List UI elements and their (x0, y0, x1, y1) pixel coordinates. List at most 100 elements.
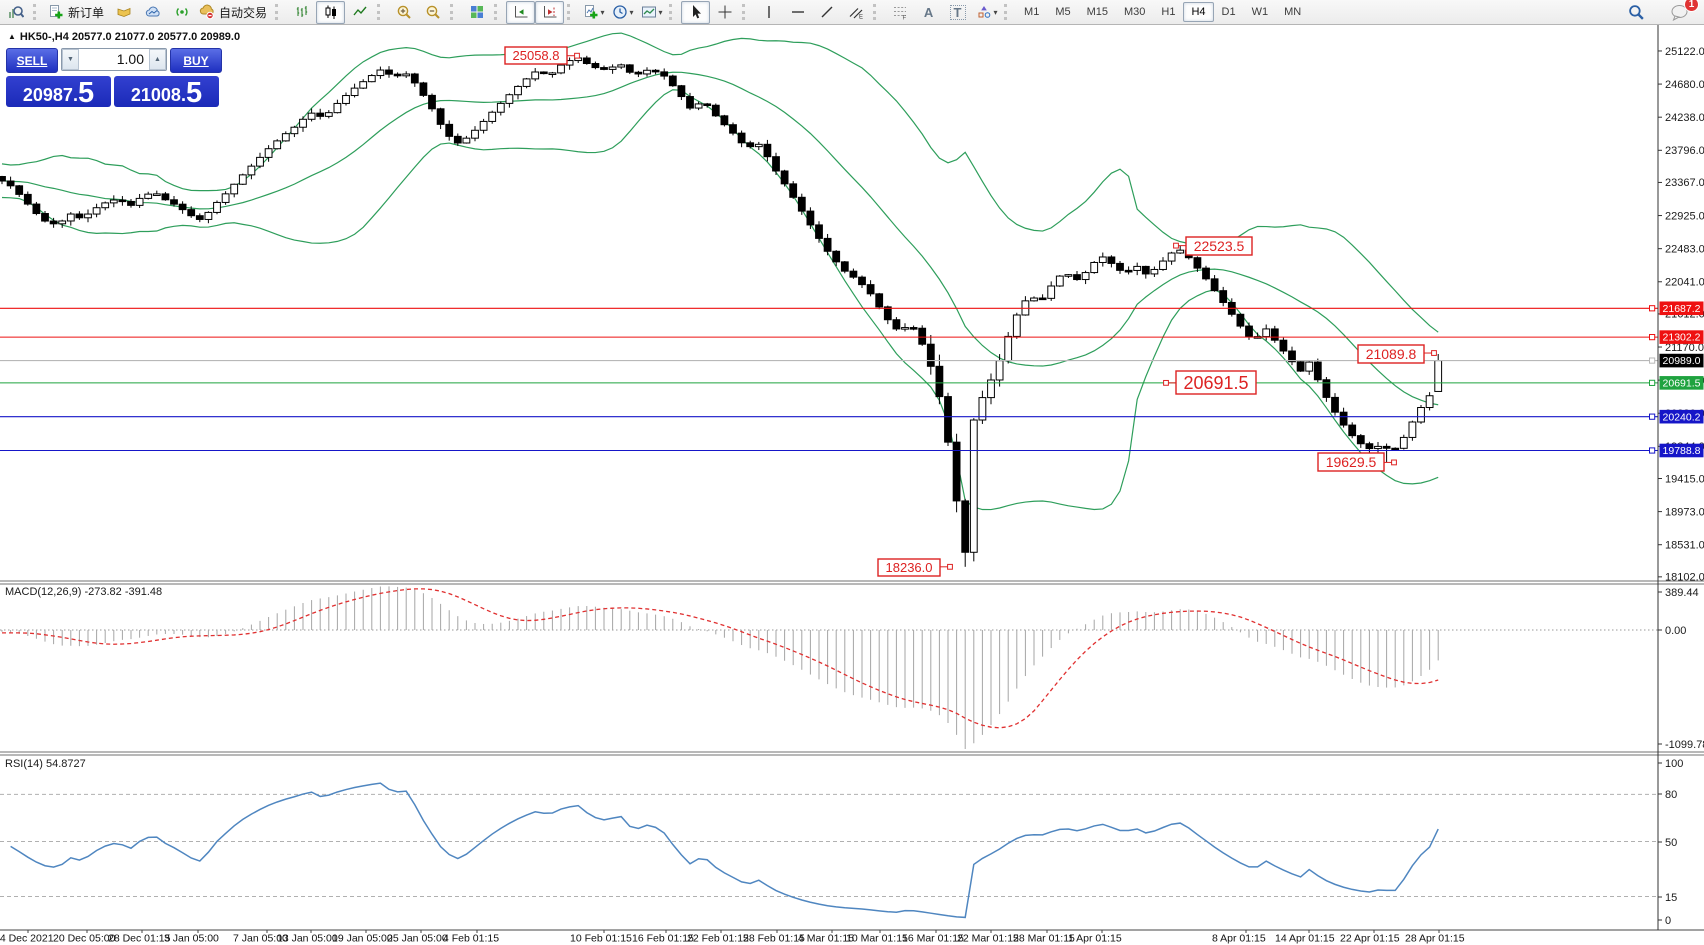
x-axis-time-label: 19 Jan 05:00 (332, 933, 393, 945)
zoom-out-button[interactable] (418, 1, 447, 24)
level-anchor-square[interactable] (1649, 305, 1656, 312)
price-callout-22523.5[interactable]: 22523.5 (1173, 236, 1253, 256)
price-callout-21089.8[interactable]: 21089.8 (1357, 344, 1437, 364)
price-callout-25058.8[interactable]: 25058.8 (504, 46, 580, 65)
sell-button[interactable]: SELL (6, 48, 58, 73)
chart-preview-button[interactable] (1, 1, 30, 24)
channel-tool-button[interactable]: E (841, 1, 870, 24)
charts-cloud-button[interactable] (138, 1, 167, 24)
x-axis-time-label: 4 Feb 01:15 (443, 933, 499, 945)
macd-pane[interactable] (0, 586, 1658, 749)
price-callout-20691.5[interactable]: 20691.5 (1163, 370, 1257, 395)
bull-candle (531, 71, 540, 80)
text-label-tool-button[interactable]: T (943, 1, 972, 24)
bear-candle (875, 293, 884, 308)
sell-price-display[interactable]: 20987. 5 (6, 76, 111, 109)
crosshair-tool-button[interactable] (710, 1, 739, 24)
journal-button[interactable] (109, 1, 138, 24)
bull-candle (92, 207, 101, 215)
cursor-tool-button[interactable] (681, 0, 711, 24)
level-anchor-square[interactable] (1649, 447, 1656, 454)
periods-button[interactable]: ▾ (608, 1, 637, 24)
timeframe-button-m1[interactable]: M1 (1024, 6, 1040, 18)
main-price-pane[interactable]: 25058.8 22523.5 21089.8 20691.5 19629.5 18236… (0, 32, 1658, 577)
horizontal-line-tool-button[interactable] (783, 1, 812, 24)
volume-decrease-button[interactable]: ▼ (62, 49, 79, 70)
buy-price-display[interactable]: 21008. 5 (114, 76, 219, 108)
new-order-button[interactable]: 新订单 (45, 1, 109, 24)
bear-candle (1202, 267, 1210, 280)
notifications-button[interactable]: 1 (1665, 0, 1699, 24)
shapes-tool-button[interactable]: ▾ (972, 1, 1001, 24)
timeframe-button-m5[interactable]: M5 (1055, 6, 1071, 18)
rsi-pane[interactable] (0, 782, 1658, 919)
volume-input[interactable]: 1.00 (116, 51, 144, 67)
line-chart-type-button[interactable] (345, 1, 374, 24)
new-order-icon (50, 5, 63, 19)
bear-candle (32, 203, 41, 215)
timeframe-button-m30[interactable]: M30 (1124, 6, 1146, 18)
fibonacci-tool-button[interactable]: F (885, 1, 914, 24)
level-anchor-square[interactable] (1649, 357, 1656, 364)
sell-price-main: 20987. (22, 85, 78, 105)
rsi-axis-label: 50 (1665, 837, 1677, 849)
trendline-tool-button[interactable] (812, 1, 841, 24)
svg-text:22523.5: 22523.5 (1194, 238, 1245, 254)
price-callout-19629.5[interactable]: 19629.5 (1317, 452, 1397, 472)
bull-candle (1176, 249, 1185, 254)
timeframe-button-d1[interactable]: D1 (1221, 6, 1236, 18)
price-callout-18236.0[interactable]: 18236.0 (877, 558, 953, 577)
bear-candle (660, 71, 669, 77)
x-axis-time-label: 28 Apr 01:15 (1405, 933, 1465, 945)
search-button[interactable] (1622, 1, 1651, 24)
vertical-line-tool-button[interactable] (754, 1, 783, 24)
svg-text:19629.5: 19629.5 (1326, 454, 1377, 470)
timeframe-button-h1[interactable]: H1 (1161, 6, 1176, 18)
bear-candle (634, 71, 643, 75)
toolbar: 新订单 自动交易 (0, 0, 1704, 25)
text-tool-button[interactable]: A (914, 1, 943, 24)
bear-candle (118, 199, 127, 203)
level-anchor-square[interactable] (1649, 413, 1656, 420)
x-axis-time-label: 14 Apr 01:15 (1275, 933, 1335, 945)
volume-increase-button[interactable]: ▲ (149, 49, 166, 70)
sell-price-big-digit: 5 (77, 77, 95, 109)
bull-candle (1064, 274, 1073, 277)
bull-candle (204, 211, 213, 220)
collapse-icon[interactable]: ▲ (8, 32, 16, 41)
chart-shift-button[interactable] (535, 0, 565, 24)
bear-candle (686, 96, 694, 109)
bear-candle (780, 170, 789, 185)
auto-scroll-button[interactable] (506, 0, 536, 24)
bull-candle (987, 379, 995, 399)
bull-candle (342, 95, 350, 104)
bull-candle (307, 112, 316, 120)
bear-candle (15, 185, 24, 195)
bull-candle (135, 197, 144, 206)
bar-chart-type-button[interactable] (287, 1, 316, 24)
y-axis-tick-label: 23796.0 (1665, 145, 1704, 157)
autotrading-button[interactable]: 自动交易 (196, 1, 272, 24)
level-anchor-square[interactable] (1649, 379, 1656, 386)
timeframe-button-w1[interactable]: W1 (1251, 6, 1269, 18)
timeframe-button-h4[interactable]: H4 (1183, 2, 1214, 22)
bull-candle (1004, 335, 1013, 362)
insert-indicator-button[interactable]: ▾ (579, 1, 608, 24)
zoom-in-button[interactable] (389, 1, 418, 24)
bear-candle (1365, 443, 1374, 450)
tile-windows-button[interactable] (462, 1, 491, 24)
y-axis-tick-label: 18973.0 (1665, 506, 1704, 518)
candlestick-type-button[interactable] (316, 0, 346, 24)
bear-candle (445, 123, 454, 137)
bull-candle (58, 220, 67, 225)
level-anchor-square[interactable] (1649, 334, 1656, 341)
templates-button[interactable]: ▾ (637, 1, 666, 24)
signals-button[interactable] (167, 1, 196, 24)
bull-candle (1434, 360, 1443, 392)
buy-button[interactable]: BUY (170, 48, 222, 73)
bull-candle (281, 133, 290, 142)
timeframe-button-m15[interactable]: M15 (1086, 6, 1108, 18)
bull-candle (144, 193, 153, 199)
timeframe-button-mn[interactable]: MN (1284, 6, 1302, 18)
